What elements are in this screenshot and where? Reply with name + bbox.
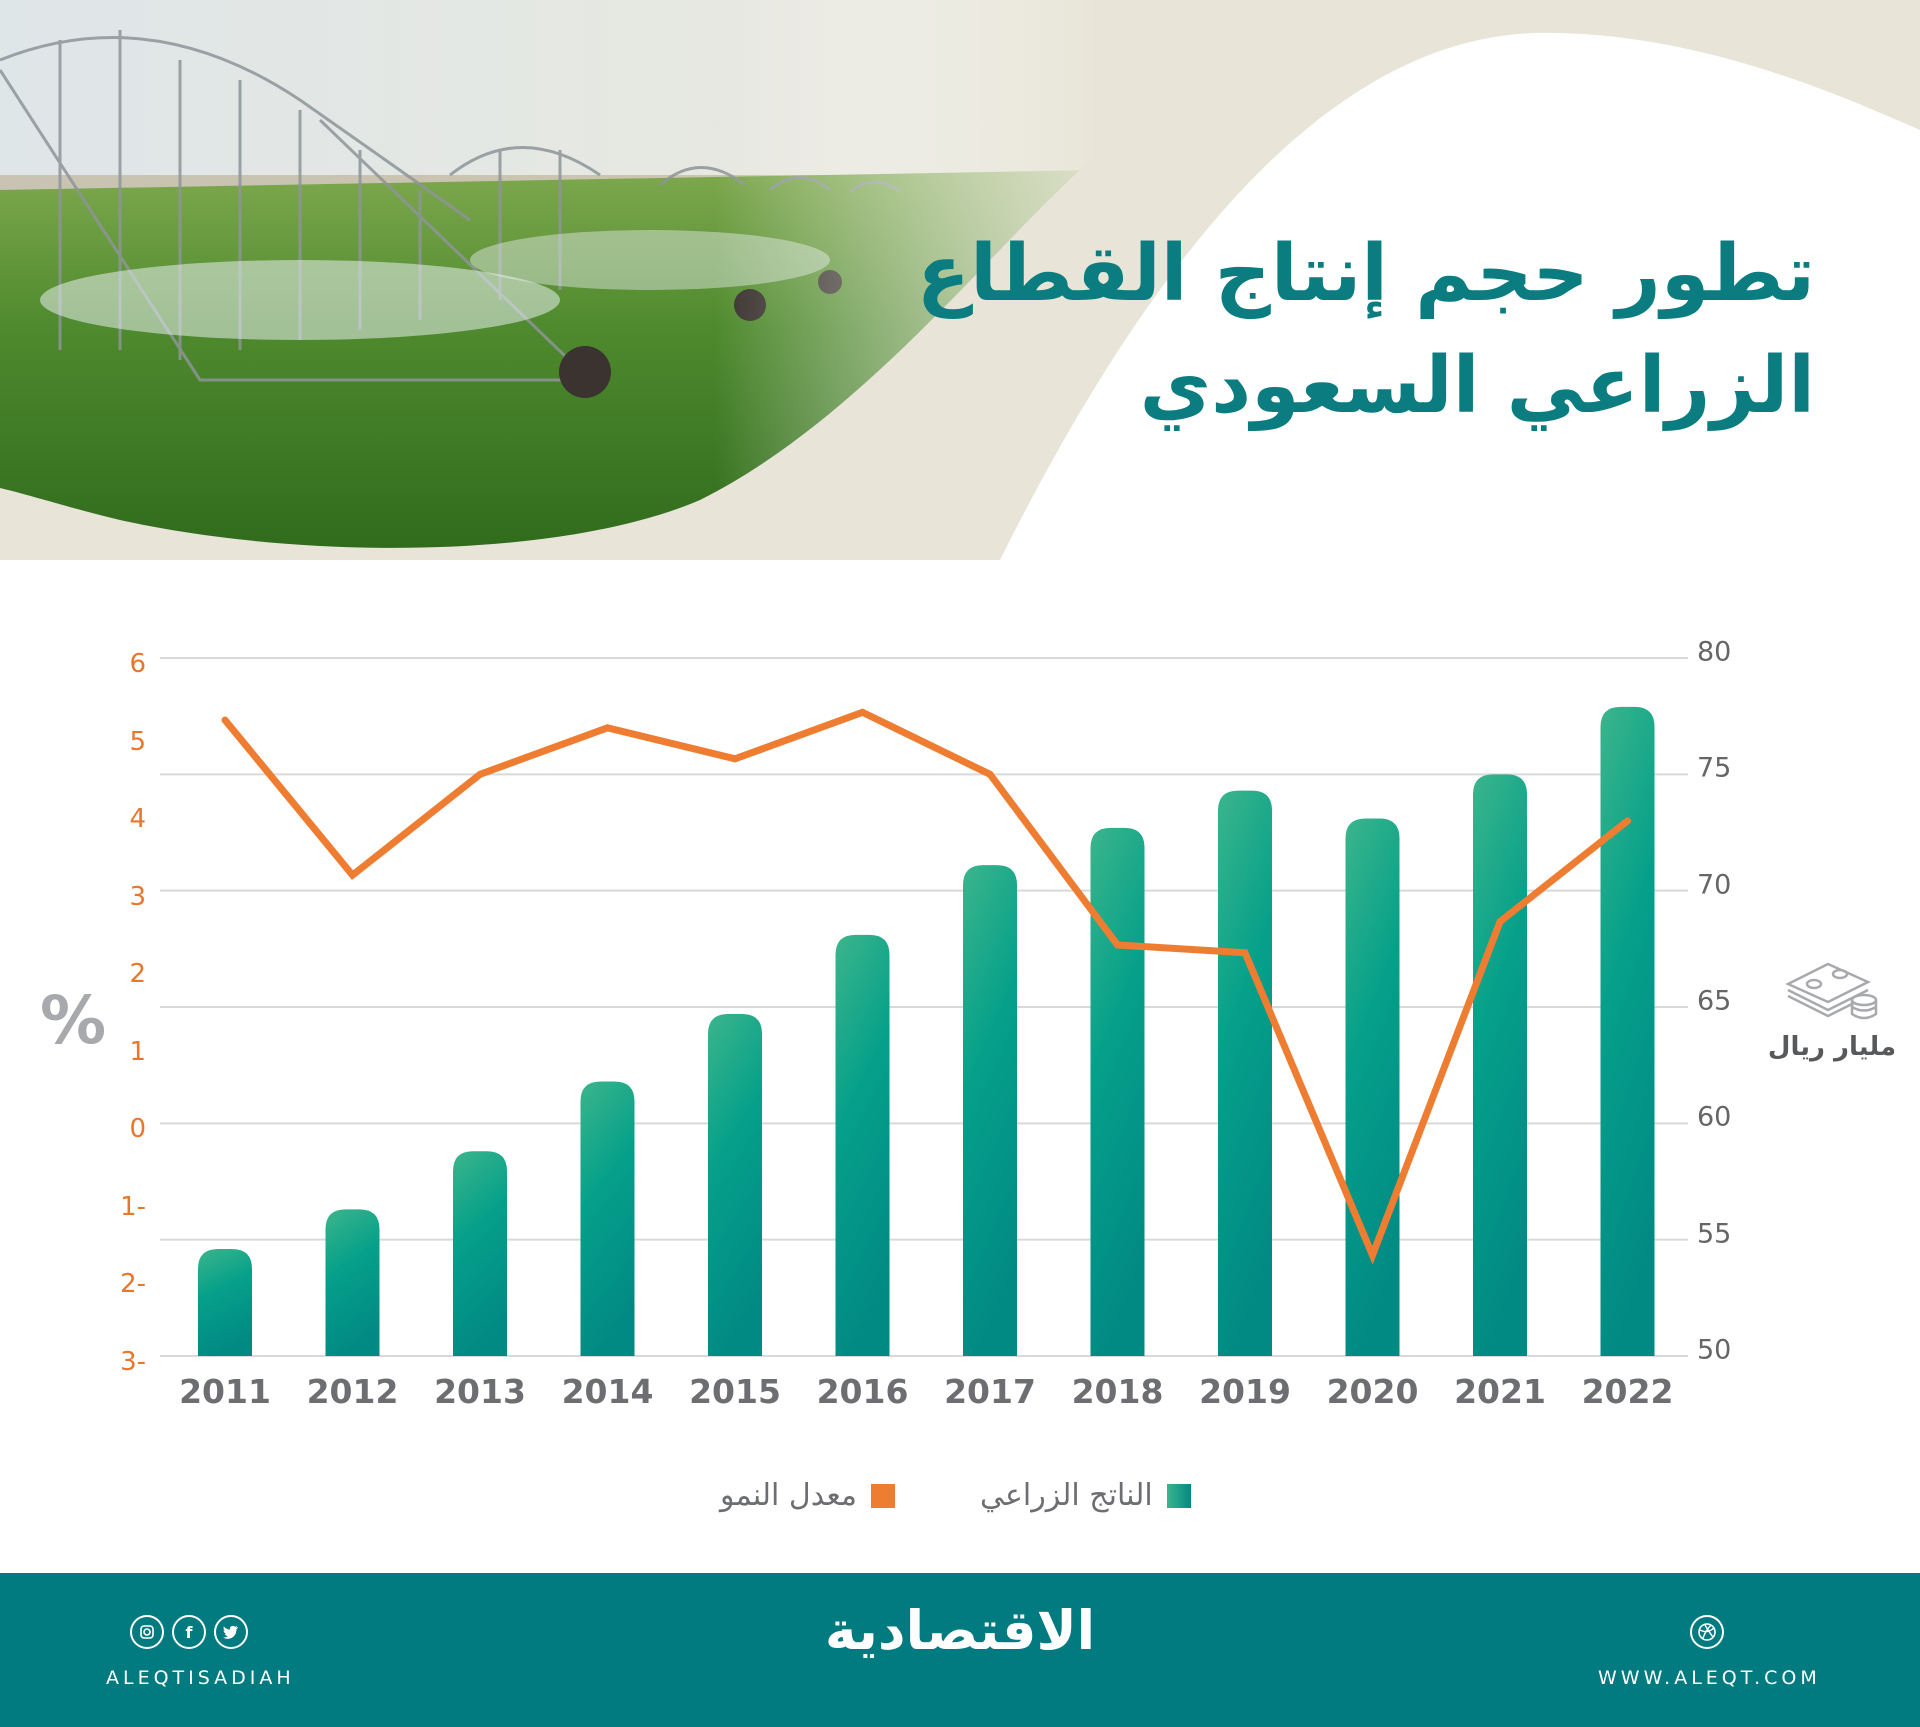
legend-swatch-orange [871,1483,895,1508]
legend: الناتج الزراعي معدل النمو [0,1478,1920,1528]
x-axis-label: 2020 [1326,1372,1419,1411]
legend-label-line: معدل النمو [720,1478,857,1513]
bar-2012 [325,1209,380,1356]
bar-2019 [1218,790,1272,1356]
title-line-1: تطور حجم إنتاج القطاع [916,229,1815,319]
social-links: f [130,1615,248,1649]
bar-2013 [453,1151,507,1356]
title-line-2: الزراعي السعودي [1139,341,1815,431]
left-axis-unit: % [40,982,107,1059]
bar-2011 [198,1248,252,1356]
chart-plot-area [160,657,1688,1357]
bar-2016 [835,934,890,1356]
x-axis-label: 2022 [1581,1372,1674,1411]
left-axis-tick: 3- [120,1347,146,1377]
legend-label-bars: الناتج الزراعي [980,1478,1153,1513]
bar-2022 [1600,706,1655,1356]
right-axis-tick: 65 [1697,985,1732,1017]
right-axis-unit-label: مليار ريال [1767,1032,1897,1062]
website-url[interactable]: WWW.ALEQT.COM [1598,1667,1821,1689]
instagram-icon[interactable] [130,1615,164,1649]
twitter-icon[interactable] [214,1615,248,1649]
right-axis-tick: 80 [1697,636,1732,668]
x-axis-label: 2013 [434,1372,526,1411]
right-axis-unit: مليار ريال [1762,950,1902,1062]
bar-2017 [963,865,1017,1356]
globe-icon[interactable] [1690,1615,1724,1649]
bar-2018 [1090,827,1145,1356]
brand-logo: الاقتصادية [824,1599,1096,1662]
money-stack-icon [1785,962,1878,1020]
x-axis-label: 2011 [179,1372,271,1411]
left-axis-tick: 1 [129,1036,146,1067]
right-axis-tick: 55 [1697,1218,1732,1250]
x-axis-label: 2017 [944,1372,1036,1411]
bar-series-agricultural-output [198,706,1655,1356]
legend-item-bars: الناتج الزراعي [980,1478,1191,1513]
right-axis-tick: 50 [1697,1334,1732,1366]
footer: f ALEQTISADIAH الاقتصادية WWW.ALEQT.COM [0,1573,1920,1727]
left-axis-tick: 1- [120,1191,146,1222]
gridlines [160,657,1688,1357]
legend-swatch-teal [1166,1483,1191,1508]
bar-2015 [708,1013,762,1356]
right-axis-tick: 75 [1697,752,1732,784]
x-axis-label: 2019 [1199,1372,1291,1411]
x-axis-label: 2021 [1454,1372,1546,1411]
growth-rate-line [221,708,1631,1265]
left-axis-tick: 2- [120,1269,146,1300]
legend-item-line: معدل النمو [720,1478,895,1513]
left-axis-tick: 0 [129,1114,146,1145]
line-series-growth-rate [221,708,1631,1265]
facebook-icon[interactable]: f [172,1615,206,1649]
x-axis-label: 2014 [561,1372,654,1411]
left-axis-tick: 6 [129,649,146,679]
right-axis-tick: 70 [1697,869,1732,901]
left-axis-tick: 4 [129,804,146,835]
right-axis-tick: 60 [1697,1101,1732,1133]
page-title: تطور حجم إنتاج القطاع الزراعي السعودي [917,218,1815,442]
x-axis-label: 2012 [306,1372,399,1411]
x-axis-label: 2018 [1071,1372,1164,1411]
bar-2020 [1345,818,1400,1356]
x-axis-label: 2016 [816,1372,909,1411]
header-background [0,0,1920,560]
left-axis-tick: 5 [129,726,146,757]
left-axis-tick: 2 [129,959,146,990]
bar-2014 [580,1081,635,1356]
left-axis-tick: 3 [129,881,146,912]
x-axis-label: 2015 [689,1372,781,1411]
social-handle: ALEQTISADIAH [106,1667,295,1689]
bar-2021 [1473,774,1527,1356]
